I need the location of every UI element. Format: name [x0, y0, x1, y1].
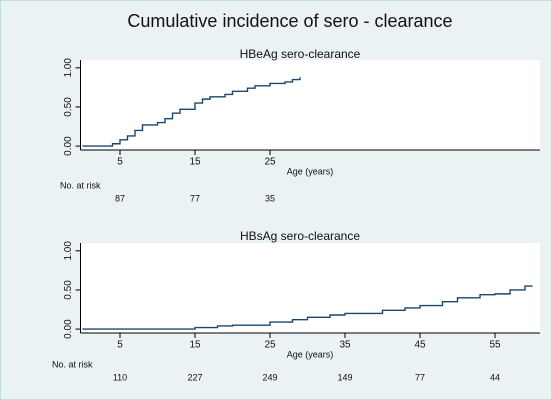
x-axis-label: Age (years) [287, 166, 334, 176]
plot-area [80, 243, 540, 333]
x-tick-label: 35 [339, 340, 351, 351]
x-tick-label: 5 [117, 340, 123, 351]
risk-value: 77 [190, 193, 200, 203]
y-tick-label: 0.00 [63, 319, 74, 339]
x-tick-label: 25 [264, 157, 276, 168]
x-tick-label: 15 [189, 157, 201, 168]
risk-value: 44 [490, 372, 500, 382]
risk-value: 77 [415, 372, 425, 382]
y-tick-label: 0.00 [63, 136, 74, 156]
risk-value: 149 [337, 372, 352, 382]
y-tick-label: 1.00 [63, 241, 74, 261]
y-tick-label: 0.50 [63, 280, 74, 300]
x-axis-label: Age (years) [287, 349, 334, 359]
x-tick-label: 25 [264, 340, 276, 351]
risk-value: 110 [113, 372, 127, 382]
chart-title: Cumulative incidence of sero - clearance [127, 11, 452, 31]
plot-area [80, 60, 540, 150]
x-tick-label: 55 [489, 340, 501, 351]
x-tick-label: 15 [189, 340, 201, 351]
x-tick-label: 5 [117, 157, 123, 168]
curve [82, 77, 301, 147]
risk-value: 249 [262, 372, 277, 382]
risk-value: 35 [265, 193, 275, 203]
y-tick-label: 1.00 [63, 58, 74, 78]
risk-value: 227 [187, 372, 202, 382]
curve [82, 285, 533, 330]
risk-label: No. at risk [52, 359, 93, 369]
risk-label: No. at risk [60, 180, 101, 190]
subtitle: HBsAg sero-clearance [240, 229, 360, 243]
subtitle: HBeAg sero-clearance [240, 47, 361, 61]
y-tick-label: 0.50 [63, 97, 74, 117]
risk-value: 87 [115, 193, 125, 203]
x-tick-label: 45 [414, 340, 426, 351]
